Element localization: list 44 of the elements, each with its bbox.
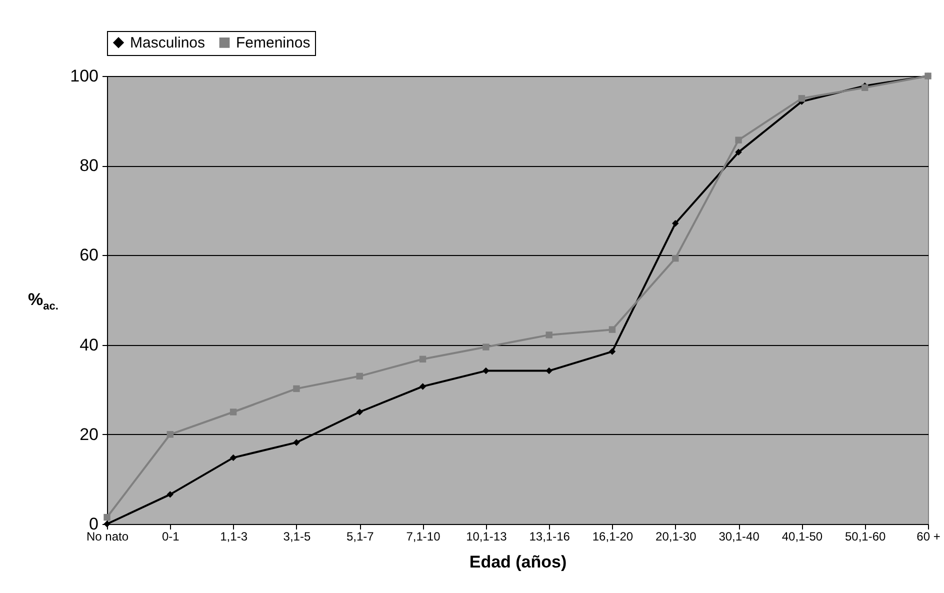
y-tick-label: 100: [70, 66, 98, 86]
point: [166, 491, 174, 498]
point: [293, 439, 300, 446]
x-tick-label: 40,1-50: [782, 530, 823, 544]
y-tick-label: 40: [80, 335, 98, 354]
x-tick-label: 3,1-5: [283, 530, 311, 544]
point: [672, 220, 679, 227]
x-tick-label: 0-1: [162, 530, 180, 544]
point: [608, 326, 616, 333]
point: [419, 356, 426, 362]
point: [356, 408, 363, 416]
x-tick-label: 7,1-10: [406, 530, 441, 544]
point: [546, 367, 552, 374]
legend-label: Masculinos: [130, 34, 206, 52]
point: [735, 136, 742, 144]
point: [672, 254, 679, 262]
x-tick-label: 30,1-40: [718, 530, 760, 544]
x-tick-label: 60 +: [916, 530, 940, 544]
x-tick-label: 13,1-16: [529, 530, 570, 544]
y-axis-title: %$_{ac.}$: [28, 290, 58, 312]
point: [166, 431, 174, 438]
x-tick-label: 16,1-20: [592, 530, 634, 544]
y-tick-label: 20: [80, 424, 98, 444]
x-tick-label: 50,1-60: [844, 530, 886, 544]
point: [230, 454, 237, 462]
y-tick-label: 80: [80, 156, 98, 176]
point: [482, 344, 490, 350]
point: [356, 372, 363, 380]
x-axis-title: Edad (años): [469, 552, 567, 572]
point: [419, 383, 426, 390]
y-tick-label: 60: [80, 246, 98, 265]
x-tick-label: 20,1-30: [656, 530, 697, 544]
point: [230, 408, 237, 416]
x-tick-label: 1,1-3: [220, 530, 248, 544]
point: [798, 95, 806, 102]
point: [546, 332, 552, 338]
point: [608, 348, 616, 355]
point: [735, 148, 742, 156]
legend-label: Femeninos: [236, 34, 310, 52]
x-tick-label: 10,1-13: [466, 530, 508, 544]
point: [482, 367, 490, 374]
point: [104, 514, 110, 521]
x-tick-label: 5,1-7: [346, 530, 374, 544]
point: [293, 385, 300, 392]
